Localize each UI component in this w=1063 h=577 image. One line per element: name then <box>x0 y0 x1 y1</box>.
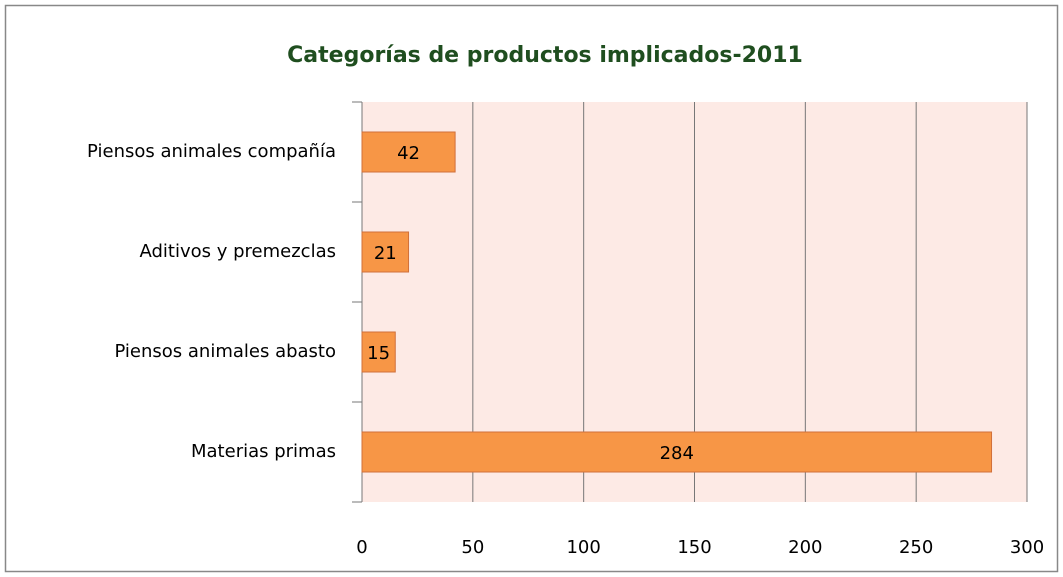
data-label: 21 <box>374 243 397 264</box>
data-label: 15 <box>367 343 390 364</box>
bar <box>361 131 456 173</box>
y-tick-label: Piensos animales compañía <box>87 141 336 162</box>
bar <box>361 331 396 373</box>
data-label: 42 <box>397 143 420 164</box>
x-tick-label: 150 <box>677 537 711 558</box>
x-tick-label: 50 <box>461 537 484 558</box>
y-tick-label: Piensos animales abasto <box>114 341 336 362</box>
x-tick-label: 250 <box>899 537 933 558</box>
x-tick-label: 200 <box>788 537 822 558</box>
y-tick-label: Aditivos y premezclas <box>140 241 337 262</box>
x-tick-label: 100 <box>566 537 600 558</box>
x-tick-label: 300 <box>1010 537 1044 558</box>
data-label: 284 <box>660 443 694 464</box>
y-tick-label: Materias primas <box>191 441 336 462</box>
chart-title: Categorías de productos implicados-2011 <box>287 43 803 68</box>
x-tick-label: 0 <box>356 537 367 558</box>
bar <box>361 431 993 473</box>
bar <box>361 231 410 273</box>
